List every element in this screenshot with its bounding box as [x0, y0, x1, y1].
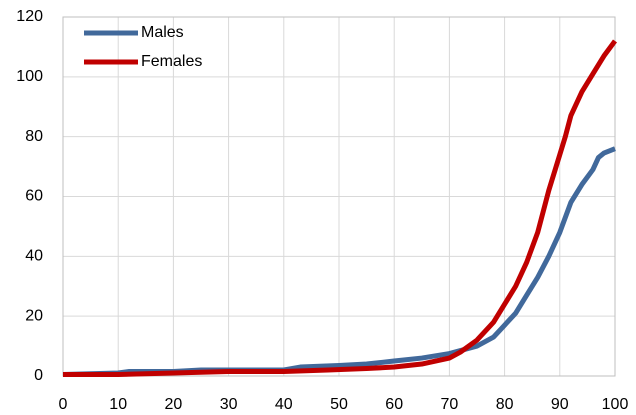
x-tick-label: 0: [59, 396, 68, 413]
x-tick-label: 90: [551, 396, 569, 413]
x-tick-label: 20: [165, 396, 183, 413]
x-tick-label: 60: [385, 396, 403, 413]
y-tick-label: 60: [25, 188, 43, 205]
legend-label: Males: [141, 24, 184, 41]
legend-label: Females: [141, 53, 202, 70]
y-tick-label: 40: [25, 248, 43, 265]
x-tick-label: 10: [109, 396, 127, 413]
x-tick-label: 40: [275, 396, 293, 413]
y-tick-label: 80: [25, 128, 43, 145]
y-tick-label: 120: [16, 8, 43, 25]
x-tick-label: 80: [496, 396, 514, 413]
y-tick-label: 0: [34, 367, 43, 384]
y-tick-label: 100: [16, 68, 43, 85]
x-tick-label: 70: [441, 396, 459, 413]
plot-border: [62, 16, 616, 377]
x-tick-label: 50: [330, 396, 348, 413]
y-tick-label: 20: [25, 307, 43, 324]
x-tick-label: 100: [602, 396, 629, 413]
series-line: [63, 39, 618, 378]
x-tick-label: 30: [220, 396, 238, 413]
